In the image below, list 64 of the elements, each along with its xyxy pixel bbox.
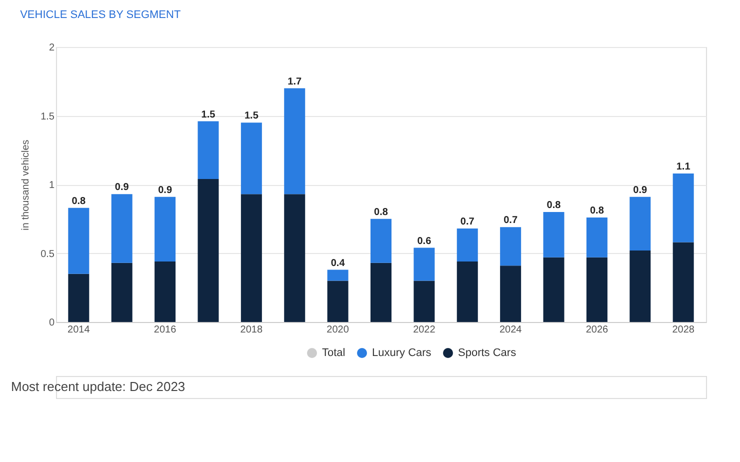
bar <box>586 218 608 258</box>
chart-title: VEHICLE SALES BY SEGMENT <box>20 9 181 21</box>
y-tick-label: 1.5 <box>40 111 55 122</box>
x-tick-label: 2014 <box>68 324 90 336</box>
bar <box>240 194 262 322</box>
bar <box>111 194 132 263</box>
total-label: 1.1 <box>676 162 691 172</box>
legend-label: Luxury Cars <box>372 347 432 359</box>
x-tick-label: 2016 <box>154 324 177 336</box>
total-label: 0.7 <box>460 216 475 228</box>
bar <box>198 121 219 179</box>
bar <box>198 179 219 322</box>
legend-label: Sports Cars <box>458 347 517 359</box>
text: Most recent update: Dec 2023 <box>11 379 186 394</box>
bar <box>456 262 478 322</box>
y-tick-label: 0 <box>48 318 55 328</box>
bar <box>111 262 132 322</box>
total-label: 0.6 <box>417 236 432 247</box>
bar <box>154 196 176 262</box>
y-tick-label: 2 <box>48 42 55 54</box>
bar <box>370 218 392 263</box>
y-tick-label: 1 <box>48 180 55 191</box>
total-label: 1.7 <box>288 76 302 88</box>
x-tick-label: 2022 <box>413 324 436 336</box>
bar <box>672 242 694 322</box>
total-label: 0.8 <box>72 196 86 207</box>
bar <box>68 274 90 322</box>
bar <box>586 257 608 322</box>
bar <box>370 262 392 322</box>
bar <box>500 227 522 266</box>
bar <box>327 280 348 322</box>
total-label: 0.4 <box>330 258 346 269</box>
total-label: 0.8 <box>374 206 388 218</box>
bar <box>68 208 90 274</box>
bar <box>154 262 176 322</box>
total-label: 1.5 <box>201 109 216 120</box>
bar <box>240 122 262 194</box>
bar <box>500 266 522 322</box>
bar <box>284 194 306 322</box>
y-tick-label: 0.5 <box>40 248 55 260</box>
bar <box>456 228 478 262</box>
total-label: 0.8 <box>590 206 604 216</box>
bar <box>630 196 651 250</box>
total-label: 0.9 <box>114 182 130 194</box>
bar <box>630 250 651 322</box>
bar <box>672 174 694 242</box>
x-tick-label: 2026 <box>586 324 609 336</box>
total-label: 0.9 <box>158 184 172 196</box>
bar <box>327 270 348 281</box>
y-axis-title: in thousand vehicles <box>20 140 32 230</box>
bar <box>543 212 564 258</box>
legend-label: Total <box>322 347 346 359</box>
total-label: 0.8 <box>546 200 562 211</box>
total-label: 0.9 <box>633 184 648 196</box>
bar <box>543 257 564 322</box>
bar <box>414 280 435 322</box>
bar <box>284 88 306 194</box>
x-tick-label: 2020 <box>326 324 350 336</box>
total-label: 0.7 <box>504 215 518 226</box>
x-tick-label: 2024 <box>499 324 522 336</box>
x-tick-label: 2018 <box>240 324 263 336</box>
bar <box>414 248 435 281</box>
x-tick-label: 2028 <box>672 324 695 336</box>
total-label: 1.5 <box>244 110 259 122</box>
